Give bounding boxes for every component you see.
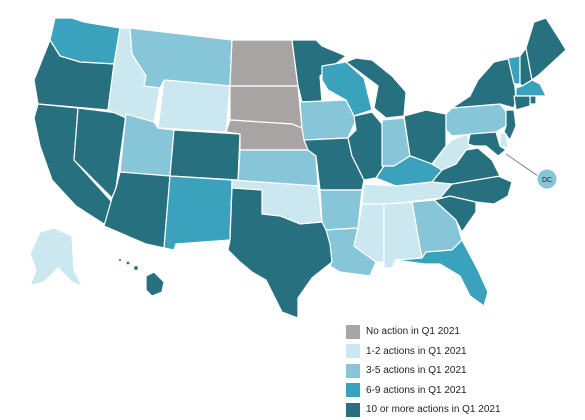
state-FL — [395, 239, 489, 307]
legend-item-3-5: 3-5 actions in Q1 2021 — [346, 361, 576, 380]
state-MT — [129, 27, 233, 89]
state-CT — [513, 95, 531, 111]
legend-item-1-2: 1-2 actions in Q1 2021 — [346, 342, 576, 361]
state-MN — [291, 39, 347, 103]
legend-label: 6-9 actions in Q1 2021 — [366, 384, 467, 396]
state-AR — [319, 189, 363, 231]
legend-label: 1-2 actions in Q1 2021 — [366, 345, 467, 357]
state-DC — [536, 168, 558, 190]
state-TX — [227, 187, 333, 319]
legend-item-10-plus: 10 or more actions in Q1 2021 — [346, 400, 576, 419]
legend-item-none: No action in Q1 2021 — [346, 322, 576, 341]
legend-swatch — [346, 324, 360, 339]
state-MD — [467, 131, 507, 157]
state-IA — [299, 99, 357, 141]
state-ME — [525, 17, 567, 81]
state-NJ — [503, 109, 517, 141]
map-legend: No action in Q1 2021 1-2 actions in Q1 2… — [346, 322, 576, 420]
state-PA — [445, 103, 509, 137]
hawaii-island-small-2 — [125, 260, 131, 266]
state-NY — [451, 57, 517, 109]
legend-label: No action in Q1 2021 — [366, 326, 460, 337]
legend-swatch — [346, 383, 360, 397]
state-AK — [29, 227, 83, 287]
state-RI — [529, 95, 537, 105]
legend-swatch — [346, 363, 360, 378]
legend-item-6-9: 6-9 actions in Q1 2021 — [346, 381, 576, 400]
state-ND — [229, 39, 299, 87]
state-IL — [347, 111, 385, 181]
state-CO — [169, 129, 241, 181]
hawaii-island-small-3 — [117, 257, 123, 263]
legend-label: 3-5 actions in Q1 2021 — [366, 365, 467, 376]
state-WY — [157, 79, 231, 133]
legend-swatch — [346, 402, 360, 417]
state-KS — [237, 149, 319, 187]
state-NM — [163, 175, 233, 251]
dc-label: DC — [542, 177, 552, 184]
state-DE — [499, 131, 509, 149]
legend-label: 10 or more actions in Q1 2021 — [366, 404, 501, 415]
hawaii-island-small-1 — [132, 264, 140, 272]
dc-leader-line — [505, 153, 539, 177]
state-WV — [431, 133, 471, 171]
state-MI — [345, 57, 407, 119]
state-HI — [145, 271, 165, 297]
legend-swatch — [346, 344, 360, 358]
